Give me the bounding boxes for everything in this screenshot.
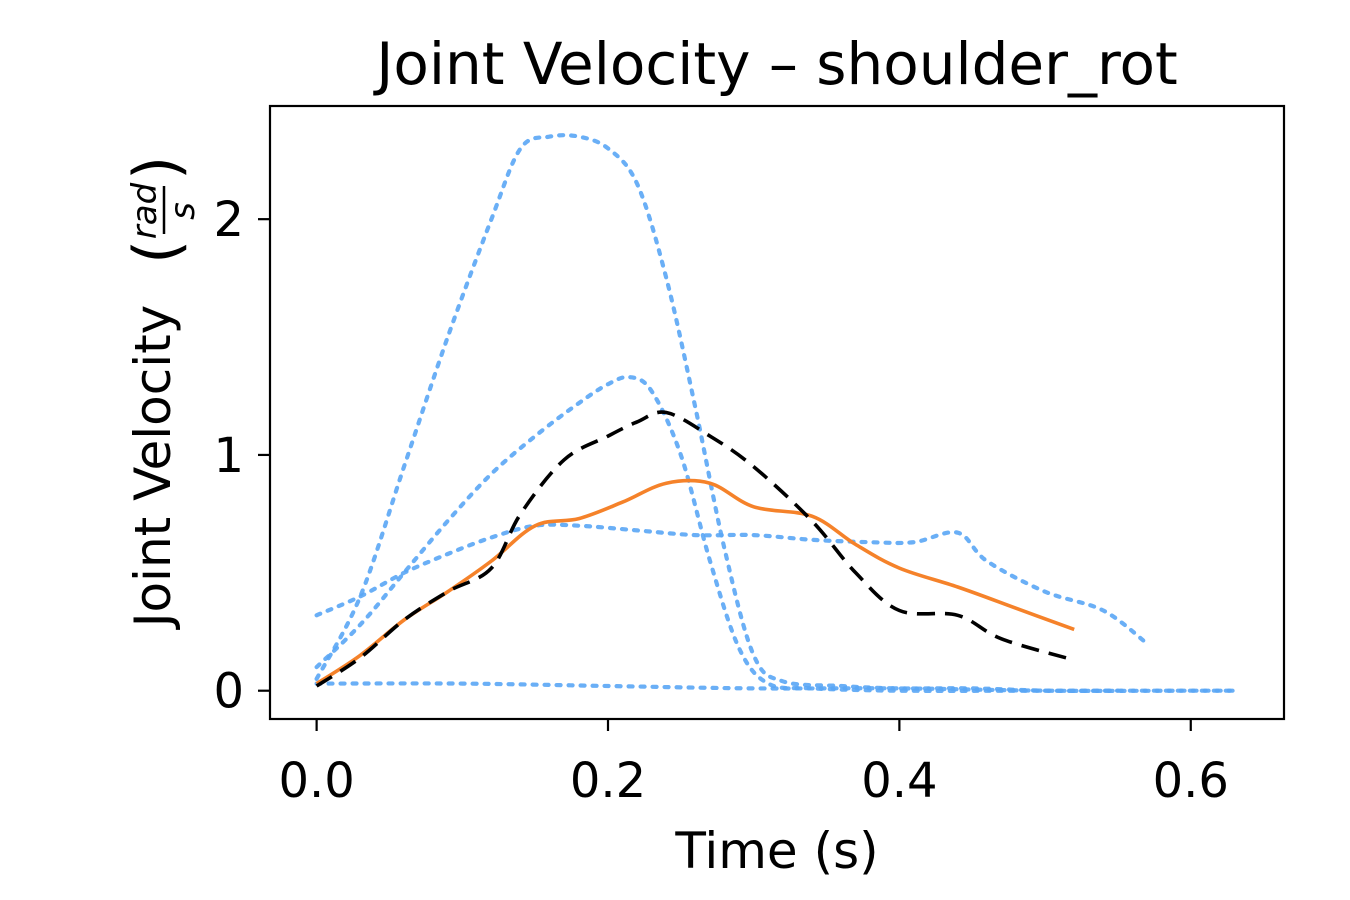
series-layer [314,133,1237,693]
y-axis-unit-close-paren: ) [120,156,193,180]
x-tick-label: 0.6 [1153,753,1229,809]
y-axis-ticks: 0 1 2 [213,192,270,720]
x-tick-label: 0.2 [570,753,646,809]
x-axis-title: Time (s) [674,822,878,880]
y-axis-unit-numerator: rad [125,182,165,239]
y-axis-title-text: Joint Velocity [124,305,182,631]
y-tick-label: 1 [213,428,244,484]
y-axis-title: Joint Velocity ( rad s ) [120,156,203,630]
plot-frame [268,104,1286,721]
x-axis-ticks: 0.0 0.2 0.4 0.6 [278,719,1229,809]
series-line-trial-1 [314,133,1120,693]
series-line-reference [315,410,1075,688]
series-line-trial-2 [314,374,1237,693]
x-tick-label: 0.0 [278,753,354,809]
series-line-trial-3 [314,522,1150,646]
y-axis-unit-denominator: s [163,202,203,220]
x-tick-label: 0.4 [861,753,937,809]
series-line-trial-4 [314,681,1237,693]
y-tick-label: 0 [213,664,244,720]
chart-title: Joint Velocity – shoulder_rot [373,30,1178,98]
y-tick-label: 2 [213,192,244,248]
y-axis-unit-open-paren: ( [120,240,193,264]
